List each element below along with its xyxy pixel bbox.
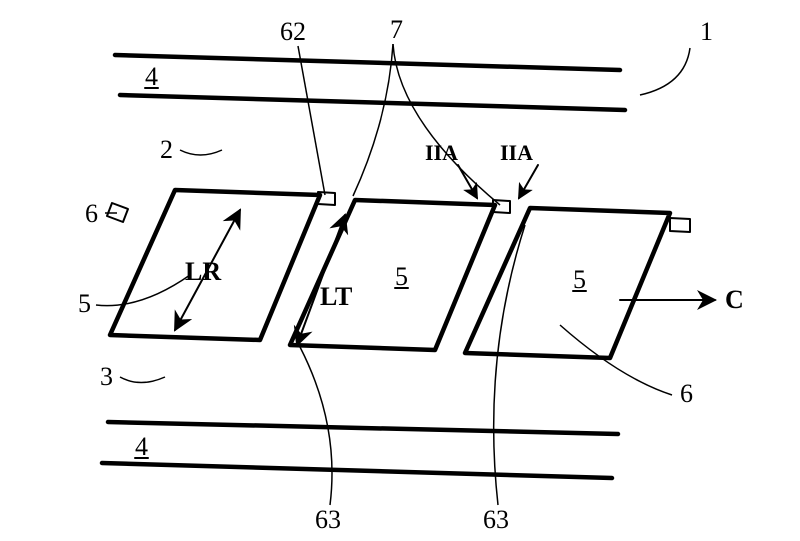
- blade-tab-right: [670, 218, 690, 232]
- blade-3: [465, 208, 670, 358]
- label-n6l: 6: [85, 199, 98, 228]
- leader-6r: [560, 325, 672, 395]
- leader-3: [120, 377, 165, 383]
- label-n1: 1: [700, 17, 713, 46]
- label-n6r: 6: [680, 379, 693, 408]
- label-n5r: 5: [573, 265, 586, 294]
- label-LR: LR: [185, 257, 221, 286]
- label-n2: 2: [160, 135, 173, 164]
- leader-62: [298, 46, 325, 195]
- blade-2: [290, 200, 495, 350]
- label-n5l: 5: [78, 289, 91, 318]
- leader-1: [640, 48, 690, 95]
- label-C: C: [725, 285, 744, 314]
- label-n63r: 63: [483, 505, 509, 534]
- technical-diagram: 1 62 7 2 6 5 3 4 4 5 5 63 63 6 LR LT C IIA IIA: [0, 0, 800, 541]
- label-n5m: 5: [395, 262, 408, 291]
- label-n4b: 4: [135, 432, 148, 461]
- label-n63l: 63: [315, 505, 341, 534]
- label-n62: 62: [280, 17, 306, 46]
- label-IIAl: IIA: [425, 140, 458, 165]
- label-IIAr: IIA: [500, 140, 533, 165]
- leader-7a: [353, 44, 393, 196]
- platforms: [102, 55, 625, 478]
- leader-63r: [494, 225, 525, 505]
- label-n7: 7: [390, 15, 403, 44]
- leader-2: [180, 150, 222, 155]
- label-n3: 3: [100, 362, 113, 391]
- label-n4t: 4: [145, 62, 158, 91]
- leader-5l: [96, 275, 190, 306]
- label-LT: LT: [320, 282, 352, 311]
